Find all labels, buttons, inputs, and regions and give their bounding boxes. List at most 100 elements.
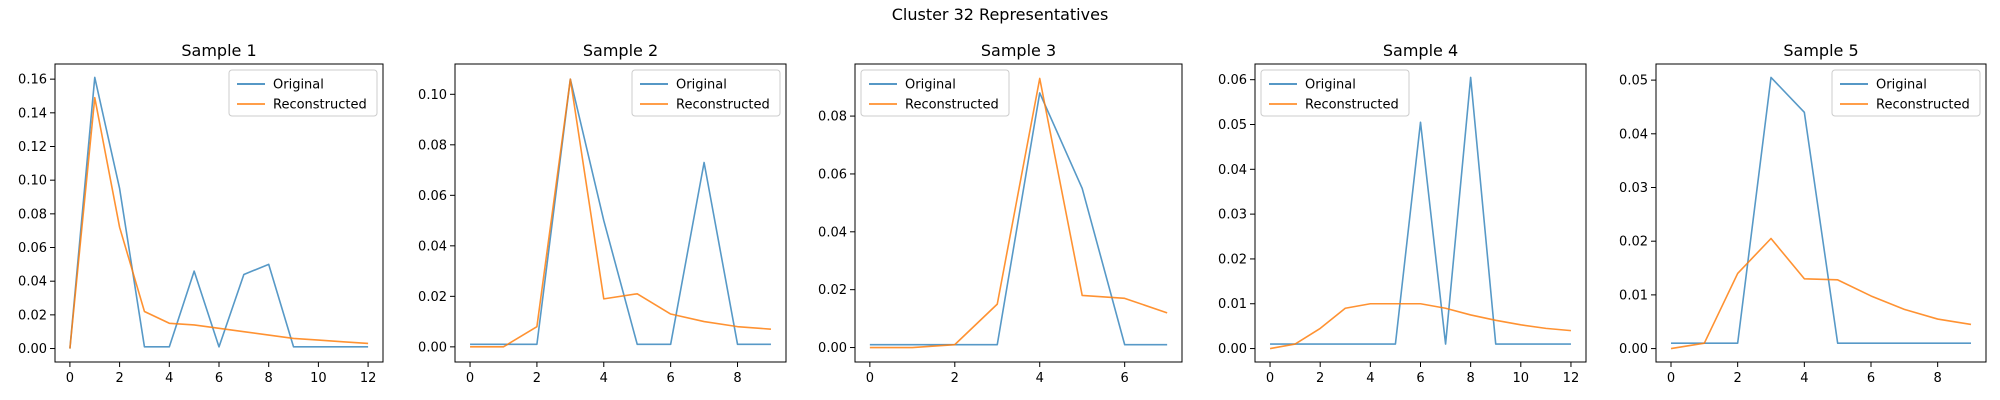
y-tick-label: 0.06 <box>18 241 47 256</box>
y-tick-label: 0.08 <box>818 110 847 125</box>
x-tick-label: 8 <box>265 371 273 386</box>
x-tick-label: 0 <box>1667 371 1675 386</box>
legend-label-original: Original <box>676 78 727 93</box>
x-tick-label: 4 <box>1800 371 1808 386</box>
x-tick-label: 2 <box>533 371 541 386</box>
series-line-original <box>1671 76 1971 345</box>
subplot-title: Sample 5 <box>1783 41 1858 60</box>
x-tick-label: 2 <box>951 371 959 386</box>
y-tick-label: 0.04 <box>418 239 447 254</box>
series-line-reconstructed <box>869 77 1168 349</box>
legend: Original Reconstructed <box>631 69 781 117</box>
axes-frame <box>454 63 787 363</box>
x-tick-label: 10 <box>310 371 327 386</box>
legend-box <box>228 69 378 117</box>
series-line-original <box>1270 76 1571 345</box>
x-tick-label: 8 <box>1934 371 1942 386</box>
y-tick-label: 0.00 <box>418 340 447 355</box>
series-line-original <box>470 78 771 346</box>
subplot-title: Sample 2 <box>583 41 658 60</box>
x-tick-label: 0 <box>66 371 74 386</box>
y-tick-label: 0.02 <box>818 283 847 298</box>
y-tick-label: 0.03 <box>1218 208 1247 223</box>
x-tick-label: 8 <box>1467 371 1475 386</box>
y-tick-label: 0.00 <box>818 341 847 356</box>
legend-label-reconstructed: Reconstructed <box>1876 98 1970 113</box>
x-tick-label: 6 <box>1416 371 1424 386</box>
y-tick-label: 0.02 <box>1218 252 1247 267</box>
x-tick-label: 2 <box>1734 371 1742 386</box>
legend-box <box>1260 69 1410 117</box>
y-tick-label: 0.04 <box>818 225 847 240</box>
y-tick-label: 0.00 <box>1218 342 1247 357</box>
series-line-original <box>69 76 369 349</box>
subplot-4: Sample 4 0 2 4 6 8 10 12 0.00 0.01 0.02 0.03 0.04 0.0… <box>1218 41 1587 386</box>
subplot-5: Sample 5 0 2 4 6 8 0.00 0.01 0.02 0.03 0.04 0.05 Ori… <box>1619 41 1987 386</box>
y-tick-label: 0.08 <box>418 138 447 153</box>
subplot-title: Sample 4 <box>1383 41 1458 60</box>
y-tick-label: 0.02 <box>1619 235 1648 250</box>
y-tick-label: 0.02 <box>18 308 47 323</box>
x-tick-label: 0 <box>866 371 874 386</box>
y-tick-label: 0.04 <box>1218 163 1247 178</box>
y-tick-label: 0.08 <box>18 207 47 222</box>
x-tick-label: 6 <box>1121 371 1129 386</box>
series-line-reconstructed <box>1670 237 1972 350</box>
legend-label-original: Original <box>905 78 956 93</box>
y-tick-label: 0.06 <box>418 189 447 204</box>
y-tick-label: 0.01 <box>1619 288 1648 303</box>
x-tick-label: 4 <box>1036 371 1044 386</box>
subplot-1: Sample 1 0 2 4 6 8 10 12 0.00 0.02 0.04 0.06 0.08 0.1… <box>18 41 384 386</box>
series-line-reconstructed <box>470 78 772 348</box>
y-tick-label: 0.04 <box>18 275 47 290</box>
x-tick-label: 8 <box>733 371 741 386</box>
x-tick-label: 4 <box>600 371 608 386</box>
axes-frame <box>1655 63 1987 363</box>
x-tick-label: 10 <box>1513 371 1530 386</box>
x-tick-label: 12 <box>1563 371 1580 386</box>
y-tick-label: 0.05 <box>1619 74 1648 89</box>
legend-label-reconstructed: Reconstructed <box>905 98 999 113</box>
x-tick-label: 2 <box>1316 371 1324 386</box>
x-tick-label: 4 <box>1366 371 1374 386</box>
y-tick-label: 0.06 <box>818 167 847 182</box>
legend: Original Reconstructed <box>228 69 378 117</box>
y-tick-label: 0.00 <box>1619 342 1648 357</box>
figure-title: Cluster 32 Representatives <box>892 5 1109 24</box>
legend: Original Reconstructed <box>860 69 1010 117</box>
series-line-reconstructed <box>69 96 369 349</box>
series-line-original <box>869 92 1168 346</box>
y-tick-label: 0.12 <box>18 140 47 155</box>
x-tick-label: 0 <box>466 371 474 386</box>
x-tick-label: 6 <box>215 371 223 386</box>
y-tick-label: 0.00 <box>18 342 47 357</box>
subplot-title: Sample 3 <box>981 41 1056 60</box>
y-tick-label: 0.05 <box>1218 118 1247 133</box>
x-tick-label: 12 <box>360 371 377 386</box>
y-tick-label: 0.10 <box>418 88 447 103</box>
x-tick-label: 6 <box>1867 371 1875 386</box>
y-tick-label: 0.01 <box>1218 297 1247 312</box>
legend-box <box>1831 69 1981 117</box>
axes-frame <box>854 63 1183 363</box>
legend-label-original: Original <box>1876 78 1927 93</box>
y-tick-label: 0.06 <box>1218 73 1247 88</box>
legend-label-original: Original <box>273 78 324 93</box>
subplot-3: Sample 3 0 2 4 6 0.00 0.02 0.04 0.06 0.08 Original… <box>818 41 1183 386</box>
x-tick-label: 4 <box>165 371 173 386</box>
y-tick-label: 0.10 <box>18 174 47 189</box>
y-tick-label: 0.14 <box>18 106 47 121</box>
legend-box <box>631 69 781 117</box>
x-tick-label: 0 <box>1266 371 1274 386</box>
legend: Original Reconstructed <box>1260 69 1410 117</box>
legend-box <box>860 69 1010 117</box>
legend-label-reconstructed: Reconstructed <box>1305 98 1399 113</box>
x-tick-label: 6 <box>667 371 675 386</box>
legend: Original Reconstructed <box>1831 69 1981 117</box>
x-tick-label: 2 <box>115 371 123 386</box>
legend-label-reconstructed: Reconstructed <box>676 98 770 113</box>
y-tick-label: 0.16 <box>18 73 47 88</box>
legend-label-reconstructed: Reconstructed <box>273 98 367 113</box>
subplot-title: Sample 1 <box>181 41 256 60</box>
